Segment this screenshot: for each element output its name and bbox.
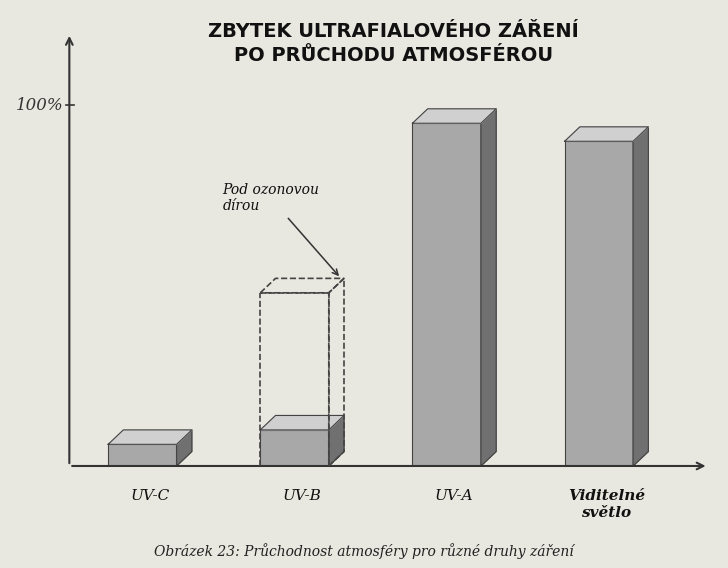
Polygon shape <box>177 430 192 466</box>
Bar <box>261 430 329 466</box>
Polygon shape <box>481 109 496 466</box>
Text: UV-A: UV-A <box>435 490 474 503</box>
Text: ZBYTEK ULTRAFIALOVÉHO ZÁŘENÍ
PO PRŮCHODU ATMOSFÉROU: ZBYTEK ULTRAFIALOVÉHO ZÁŘENÍ PO PRŮCHODU… <box>208 22 579 65</box>
Text: Obrázek 23: Průchodnost atmosféry pro různé druhy záření: Obrázek 23: Průchodnost atmosféry pro rů… <box>154 544 574 559</box>
Text: UV-C: UV-C <box>130 490 170 503</box>
Polygon shape <box>261 415 344 430</box>
Bar <box>413 123 481 466</box>
Polygon shape <box>633 127 649 466</box>
Text: Viditelné
světlo: Viditelné světlo <box>568 490 645 520</box>
Polygon shape <box>413 109 496 123</box>
Bar <box>108 444 177 466</box>
Text: 100%: 100% <box>15 97 63 114</box>
Bar <box>565 141 633 466</box>
Text: UV-B: UV-B <box>282 490 322 503</box>
Text: Pod ozonovou
dírou: Pod ozonovou dírou <box>222 183 338 275</box>
Polygon shape <box>108 430 192 444</box>
Polygon shape <box>565 127 649 141</box>
Polygon shape <box>329 415 344 466</box>
